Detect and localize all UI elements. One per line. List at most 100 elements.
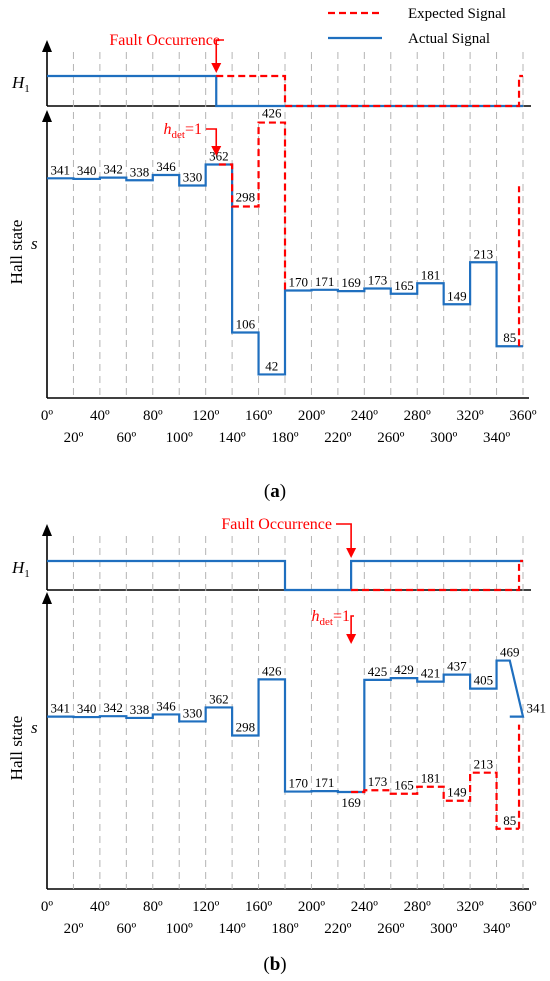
x-tick-label: 340º bbox=[483, 430, 511, 446]
x-tick-label: 280º bbox=[404, 899, 432, 915]
actual-value-label: 469 bbox=[500, 645, 520, 660]
panel-a: H1 Hall state s 0º 40º 80º 120º 160º 200º 240º 280… bbox=[7, 32, 537, 502]
expected-value-label: 149 bbox=[447, 785, 467, 800]
actual-signal-line bbox=[47, 163, 523, 376]
actual-value-label: 173 bbox=[368, 273, 388, 288]
legend-actual-label: Actual Signal bbox=[408, 31, 490, 47]
x-tick-label: 160º bbox=[245, 899, 273, 915]
actual-value-label: 106 bbox=[236, 316, 256, 331]
actual-value-label: 341 bbox=[526, 701, 546, 716]
x-tick-label: 220º bbox=[324, 430, 352, 446]
y-axis-label: Hall state bbox=[7, 220, 26, 285]
actual-value-label: 341 bbox=[50, 701, 70, 716]
x-tick-label: 120º bbox=[192, 899, 220, 915]
legend: Expected Signal Actual Signal bbox=[328, 6, 506, 47]
x-tick-label: 160º bbox=[245, 408, 273, 424]
x-tick-label: 60º bbox=[117, 921, 137, 937]
panel-b: H1 Hall state s 0º 40º 80º 120º 160º 200º 240º 280… bbox=[7, 516, 546, 975]
h1-y-arrow bbox=[42, 524, 52, 536]
fault-arrow bbox=[215, 39, 224, 66]
main-y-arrow bbox=[42, 592, 52, 604]
actual-value-label: 342 bbox=[103, 162, 123, 177]
x-tick-label: 220º bbox=[324, 921, 352, 937]
actual-value-label: 171 bbox=[315, 274, 335, 289]
main-y-arrow bbox=[42, 110, 52, 122]
fault-annotation: Fault Occurrence bbox=[109, 32, 220, 49]
actual-value-label: 165 bbox=[394, 278, 414, 293]
h1-actual-line bbox=[47, 74, 523, 108]
x-tick-label: 20º bbox=[64, 430, 84, 446]
panel-label: (a) bbox=[264, 481, 286, 502]
actual-value-label: 149 bbox=[447, 288, 467, 303]
x-tick-label: 20º bbox=[64, 921, 84, 937]
actual-value-label: 298 bbox=[236, 719, 256, 734]
actual-value-label: 437 bbox=[447, 659, 467, 674]
actual-value-label: 171 bbox=[315, 775, 335, 790]
y-axis-label: Hall state bbox=[7, 716, 26, 781]
hdet-annotation: hdet=1 bbox=[312, 608, 350, 628]
actual-value-label: 338 bbox=[130, 164, 150, 179]
h1-expected-line bbox=[216, 74, 523, 108]
x-tick-label: 0º bbox=[41, 899, 54, 915]
hdet-arrow bbox=[350, 615, 354, 637]
panel-label: (b) bbox=[263, 954, 286, 975]
actual-value-label: 213 bbox=[474, 246, 494, 261]
expected-signal-line bbox=[218, 121, 287, 291]
x-tick-label: 280º bbox=[404, 408, 432, 424]
actual-value-label: 42 bbox=[265, 358, 278, 373]
x-tick-label: 0º bbox=[41, 408, 54, 424]
h1-label: H1 bbox=[11, 73, 30, 95]
expected-signal-line bbox=[351, 771, 520, 830]
x-tick-label: 180º bbox=[271, 430, 299, 446]
h1-y-arrow bbox=[42, 40, 52, 52]
hdet-annotation: hdet=1 bbox=[164, 121, 202, 141]
actual-value-label: 169 bbox=[341, 795, 361, 810]
actual-value-label: 341 bbox=[50, 162, 70, 177]
x-tick-label: 120º bbox=[192, 408, 220, 424]
x-tick-label: 40º bbox=[90, 408, 110, 424]
x-tick-label: 300º bbox=[430, 921, 458, 937]
x-tick-label: 260º bbox=[377, 430, 405, 446]
x-tick-label: 40º bbox=[90, 899, 110, 915]
expected-value-label: 85 bbox=[503, 813, 516, 828]
x-tick-label: 300º bbox=[430, 430, 458, 446]
actual-value-label: 330 bbox=[183, 170, 203, 185]
h1-label: H1 bbox=[11, 558, 30, 580]
actual-value-label: 170 bbox=[288, 776, 308, 791]
actual-value-label: 340 bbox=[77, 701, 97, 716]
actual-value-label: 169 bbox=[341, 275, 361, 290]
x-tick-label: 360º bbox=[509, 899, 537, 915]
actual-value-label: 170 bbox=[288, 274, 308, 289]
actual-value-label: 362 bbox=[209, 149, 229, 164]
x-tick-label: 80º bbox=[143, 899, 163, 915]
actual-value-label: 338 bbox=[130, 702, 150, 717]
x-tick-label: 320º bbox=[457, 408, 485, 424]
fault-arrow bbox=[336, 523, 352, 551]
actual-value-label: 421 bbox=[421, 666, 441, 681]
actual-value-label: 405 bbox=[474, 673, 494, 688]
x-tick-label: 140º bbox=[219, 921, 247, 937]
x-tick-label: 180º bbox=[271, 921, 299, 937]
x-tick-label: 140º bbox=[219, 430, 247, 446]
actual-signal-line bbox=[47, 659, 525, 794]
x-tick-label: 100º bbox=[166, 430, 194, 446]
actual-value-label: 429 bbox=[394, 662, 414, 677]
h1-expected-line bbox=[351, 559, 523, 592]
x-tick-label: 60º bbox=[117, 430, 137, 446]
y-symbol: s bbox=[31, 718, 38, 737]
expected-value-label: 181 bbox=[421, 771, 441, 786]
actual-value-label: 346 bbox=[156, 159, 176, 174]
actual-value-label: 362 bbox=[209, 691, 229, 706]
x-tick-label: 260º bbox=[377, 921, 405, 937]
legend-expected-label: Expected Signal bbox=[408, 6, 506, 22]
hdet-arrow bbox=[206, 128, 218, 149]
x-tick-label: 240º bbox=[351, 899, 379, 915]
actual-value-label: 85 bbox=[503, 330, 516, 345]
x-tick-label: 340º bbox=[483, 921, 511, 937]
actual-value-label: 425 bbox=[368, 664, 388, 679]
x-tick-label: 320º bbox=[457, 899, 485, 915]
x-tick-label: 100º bbox=[166, 921, 194, 937]
expected-value-label: 298 bbox=[236, 190, 256, 205]
actual-value-label: 181 bbox=[421, 267, 441, 282]
